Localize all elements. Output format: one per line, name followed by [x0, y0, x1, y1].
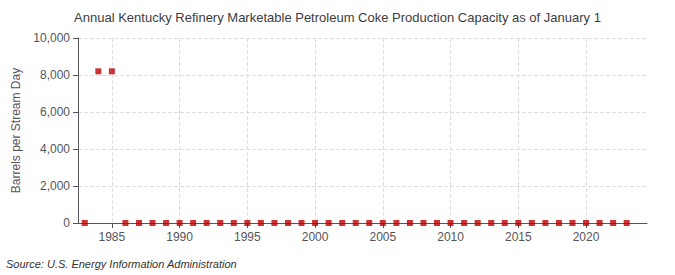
- svg-text:2015: 2015: [505, 230, 532, 244]
- svg-text:2010: 2010: [437, 230, 464, 244]
- svg-text:4,000: 4,000: [40, 142, 70, 156]
- svg-text:2020: 2020: [573, 230, 600, 244]
- svg-text:Annual Kentucky Refinery Marke: Annual Kentucky Refinery Marketable Petr…: [74, 10, 601, 25]
- svg-text:2005: 2005: [369, 230, 396, 244]
- svg-text:Source: U.S. Energy Informatio: Source: U.S. Energy Information Administ…: [6, 258, 237, 270]
- svg-text:2,000: 2,000: [40, 179, 70, 193]
- svg-text:0: 0: [63, 216, 70, 230]
- svg-text:6,000: 6,000: [40, 105, 70, 119]
- svg-text:1985: 1985: [99, 230, 126, 244]
- svg-text:10,000: 10,000: [33, 31, 70, 45]
- svg-text:Barrels per Stream Day: Barrels per Stream Day: [9, 68, 23, 193]
- svg-text:1995: 1995: [234, 230, 261, 244]
- svg-text:8,000: 8,000: [40, 68, 70, 82]
- svg-text:2000: 2000: [302, 230, 329, 244]
- svg-text:1990: 1990: [166, 230, 193, 244]
